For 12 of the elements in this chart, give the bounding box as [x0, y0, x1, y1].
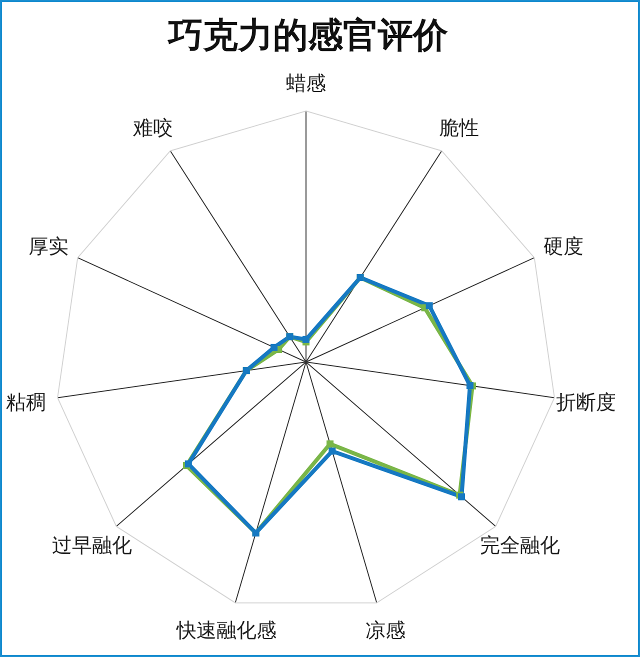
spoke-label: 脆性 [439, 115, 479, 140]
spoke-label: 难咬 [132, 115, 173, 140]
spoke-label: 快速融化感 [175, 618, 276, 642]
spoke-label: 蜡感 [286, 71, 326, 96]
spoke-label: 折断度 [556, 390, 616, 414]
chart-title: 巧克力的感官评价 [166, 16, 449, 56]
spoke-label: 凉感 [366, 618, 406, 642]
spoke-label: 过早融化 [52, 532, 132, 557]
spoke-label: 厚实 [28, 234, 69, 258]
spoke-label: 粘稠 [6, 390, 46, 414]
spoke-label: 硬度 [543, 234, 584, 258]
spoke-label: 完全融化 [480, 532, 560, 557]
